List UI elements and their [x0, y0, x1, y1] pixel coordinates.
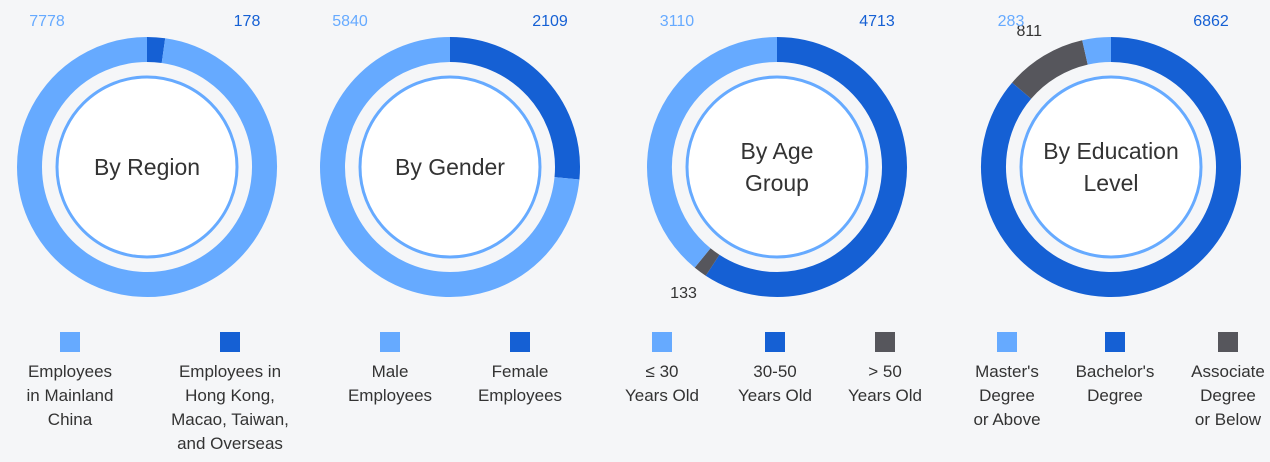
inner-ring [358, 75, 542, 259]
donut-segment [1012, 40, 1089, 100]
legend-label: > 50 Years Old [847, 362, 923, 405]
inner-ring [1019, 75, 1203, 259]
value-label: 811 [1016, 22, 1043, 40]
chart-title: By Education Level [1043, 138, 1179, 196]
legend-label: Associate Degree or Below [1191, 362, 1265, 429]
legend-swatch [875, 332, 895, 352]
legend-label: Bachelor's Degree [1075, 362, 1155, 405]
inner-ring [55, 75, 239, 259]
legend-label: Male Employees [347, 362, 433, 405]
chart-title: By Gender [395, 154, 505, 180]
legend-swatch [220, 332, 240, 352]
donut-segment [449, 37, 580, 180]
legend-swatch [510, 332, 530, 352]
legend-swatch [997, 332, 1017, 352]
value-label: 4713 [859, 13, 895, 30]
chart-title: By Region [93, 154, 201, 180]
legend-swatch [1105, 332, 1125, 352]
legend-label: Employees in Hong Kong, Macao, Taiwan, a… [171, 362, 289, 453]
legend-label: 30-50 Years Old [737, 362, 813, 405]
value-label: 178 [233, 13, 261, 30]
value-label: 3110 [659, 13, 695, 30]
donut-segment [320, 37, 580, 297]
value-label: 2109 [532, 13, 568, 30]
donut-segment [647, 37, 778, 268]
donut-segment [17, 37, 277, 297]
legend-swatch [60, 332, 80, 352]
legend-label: Employees in Mainland China [26, 362, 114, 429]
donut-segment [981, 37, 1241, 297]
value-label: 133 [670, 285, 697, 303]
value-label: 7778 [29, 13, 65, 30]
legend-label: ≤ 30 Years Old [624, 362, 700, 405]
legend-label: Master's Degree or Above [973, 362, 1041, 429]
value-label: 5840 [332, 13, 368, 30]
value-label: 6862 [1193, 13, 1229, 30]
chart-title: By Age Group [740, 138, 814, 196]
donut-segment [694, 248, 720, 276]
inner-ring [685, 75, 869, 259]
value-label: 283 [997, 13, 1025, 30]
legend-swatch [652, 332, 672, 352]
legend-label: Female Employees [477, 362, 563, 405]
legend-swatch [380, 332, 400, 352]
donut-segment [146, 37, 166, 64]
legend-swatch [765, 332, 785, 352]
donut-segment [705, 37, 907, 297]
legend-swatch [1218, 332, 1238, 352]
donut-segment [1082, 37, 1112, 65]
